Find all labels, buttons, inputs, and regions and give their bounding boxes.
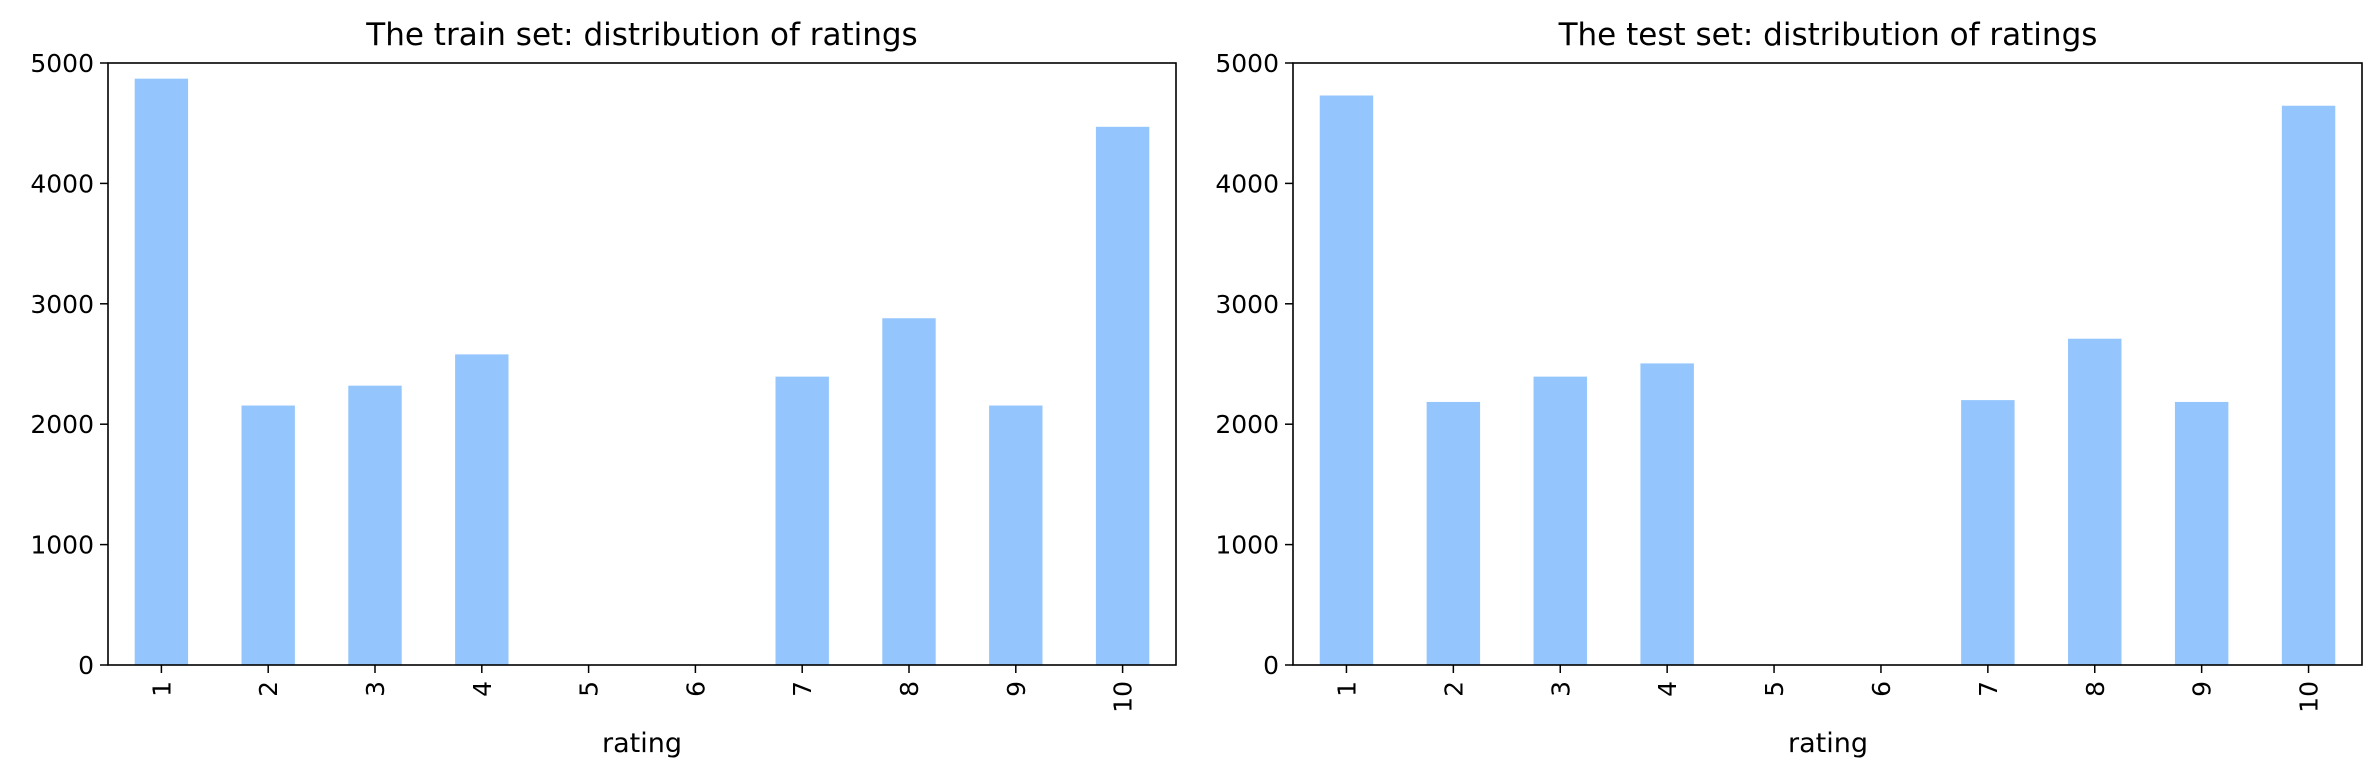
y-tick-label: 0	[78, 651, 94, 680]
x-tick-label: 5	[575, 681, 604, 697]
x-tick-label: 4	[1653, 681, 1682, 697]
y-tick-label: 4000	[1215, 169, 1279, 198]
y-tick-label: 3000	[30, 290, 94, 319]
x-tick-label: 5	[1760, 681, 1789, 697]
bar-rating-9	[2174, 401, 2229, 665]
bar-rating-2	[1426, 401, 1481, 665]
y-tick-label: 2000	[1215, 410, 1279, 439]
bar-rating-2	[241, 405, 295, 665]
x-tick-label: 10	[1109, 681, 1138, 713]
chart-title: The test set: distribution of ratings	[1558, 17, 2098, 53]
x-tick-label: 8	[2081, 681, 2110, 697]
x-tick-label: 8	[895, 681, 924, 697]
bar-rating-3	[348, 385, 402, 665]
x-tick-label: 4	[468, 681, 497, 697]
x-tick-label: 3	[1546, 681, 1575, 697]
y-tick-label: 1000	[1215, 531, 1279, 560]
x-axis-label: rating	[1788, 728, 1868, 759]
bar-rating-8	[2068, 338, 2122, 665]
x-tick-label: 1	[147, 681, 176, 697]
bars	[1319, 95, 2336, 666]
bar-rating-8	[882, 318, 936, 665]
x-axis-label: rating	[602, 728, 682, 759]
x-tick-label: 10	[2295, 681, 2324, 713]
x-tick-label: 2	[254, 681, 283, 697]
x-tick-label: 9	[2188, 681, 2217, 697]
bar-rating-4	[1640, 363, 1694, 665]
bar-rating-7	[775, 376, 829, 665]
y-tick-label: 5000	[1215, 49, 1279, 78]
bar-rating-1	[134, 78, 189, 665]
train-ratings-chart: The train set: distribution of ratings r…	[30, 17, 1177, 759]
plot-frame	[107, 62, 1177, 666]
y-tick-label: 4000	[30, 169, 94, 198]
x-tick-label: 1	[1332, 681, 1361, 697]
bar-rating-9	[989, 405, 1043, 665]
chart-title: The train set: distribution of ratings	[365, 17, 917, 53]
bars	[134, 78, 1150, 665]
x-tick-label: 9	[1002, 681, 1031, 697]
bar-rating-1	[1319, 95, 1374, 665]
x-tick-label: 6	[1867, 681, 1896, 697]
x-tick-label: 3	[361, 681, 390, 697]
x-tick-label: 7	[1974, 681, 2003, 697]
bar-rating-7	[1961, 400, 2015, 665]
bar-rating-10	[1095, 126, 1150, 665]
y-tick-label: 5000	[30, 49, 94, 78]
y-tick-label: 1000	[30, 531, 94, 560]
y-tick-label: 3000	[1215, 290, 1279, 319]
plot-frame	[1292, 62, 2363, 666]
x-tick-label: 7	[788, 681, 817, 697]
x-tick-label: 6	[681, 681, 710, 697]
test-ratings-chart: The test set: distribution of ratings ra…	[1215, 17, 2363, 759]
y-tick-label: 0	[1263, 651, 1279, 680]
bar-rating-10	[2281, 105, 2336, 666]
bar-rating-3	[1533, 376, 1587, 665]
x-tick-label: 2	[1439, 681, 1468, 697]
bar-rating-4	[455, 354, 509, 665]
y-tick-label: 2000	[30, 410, 94, 439]
